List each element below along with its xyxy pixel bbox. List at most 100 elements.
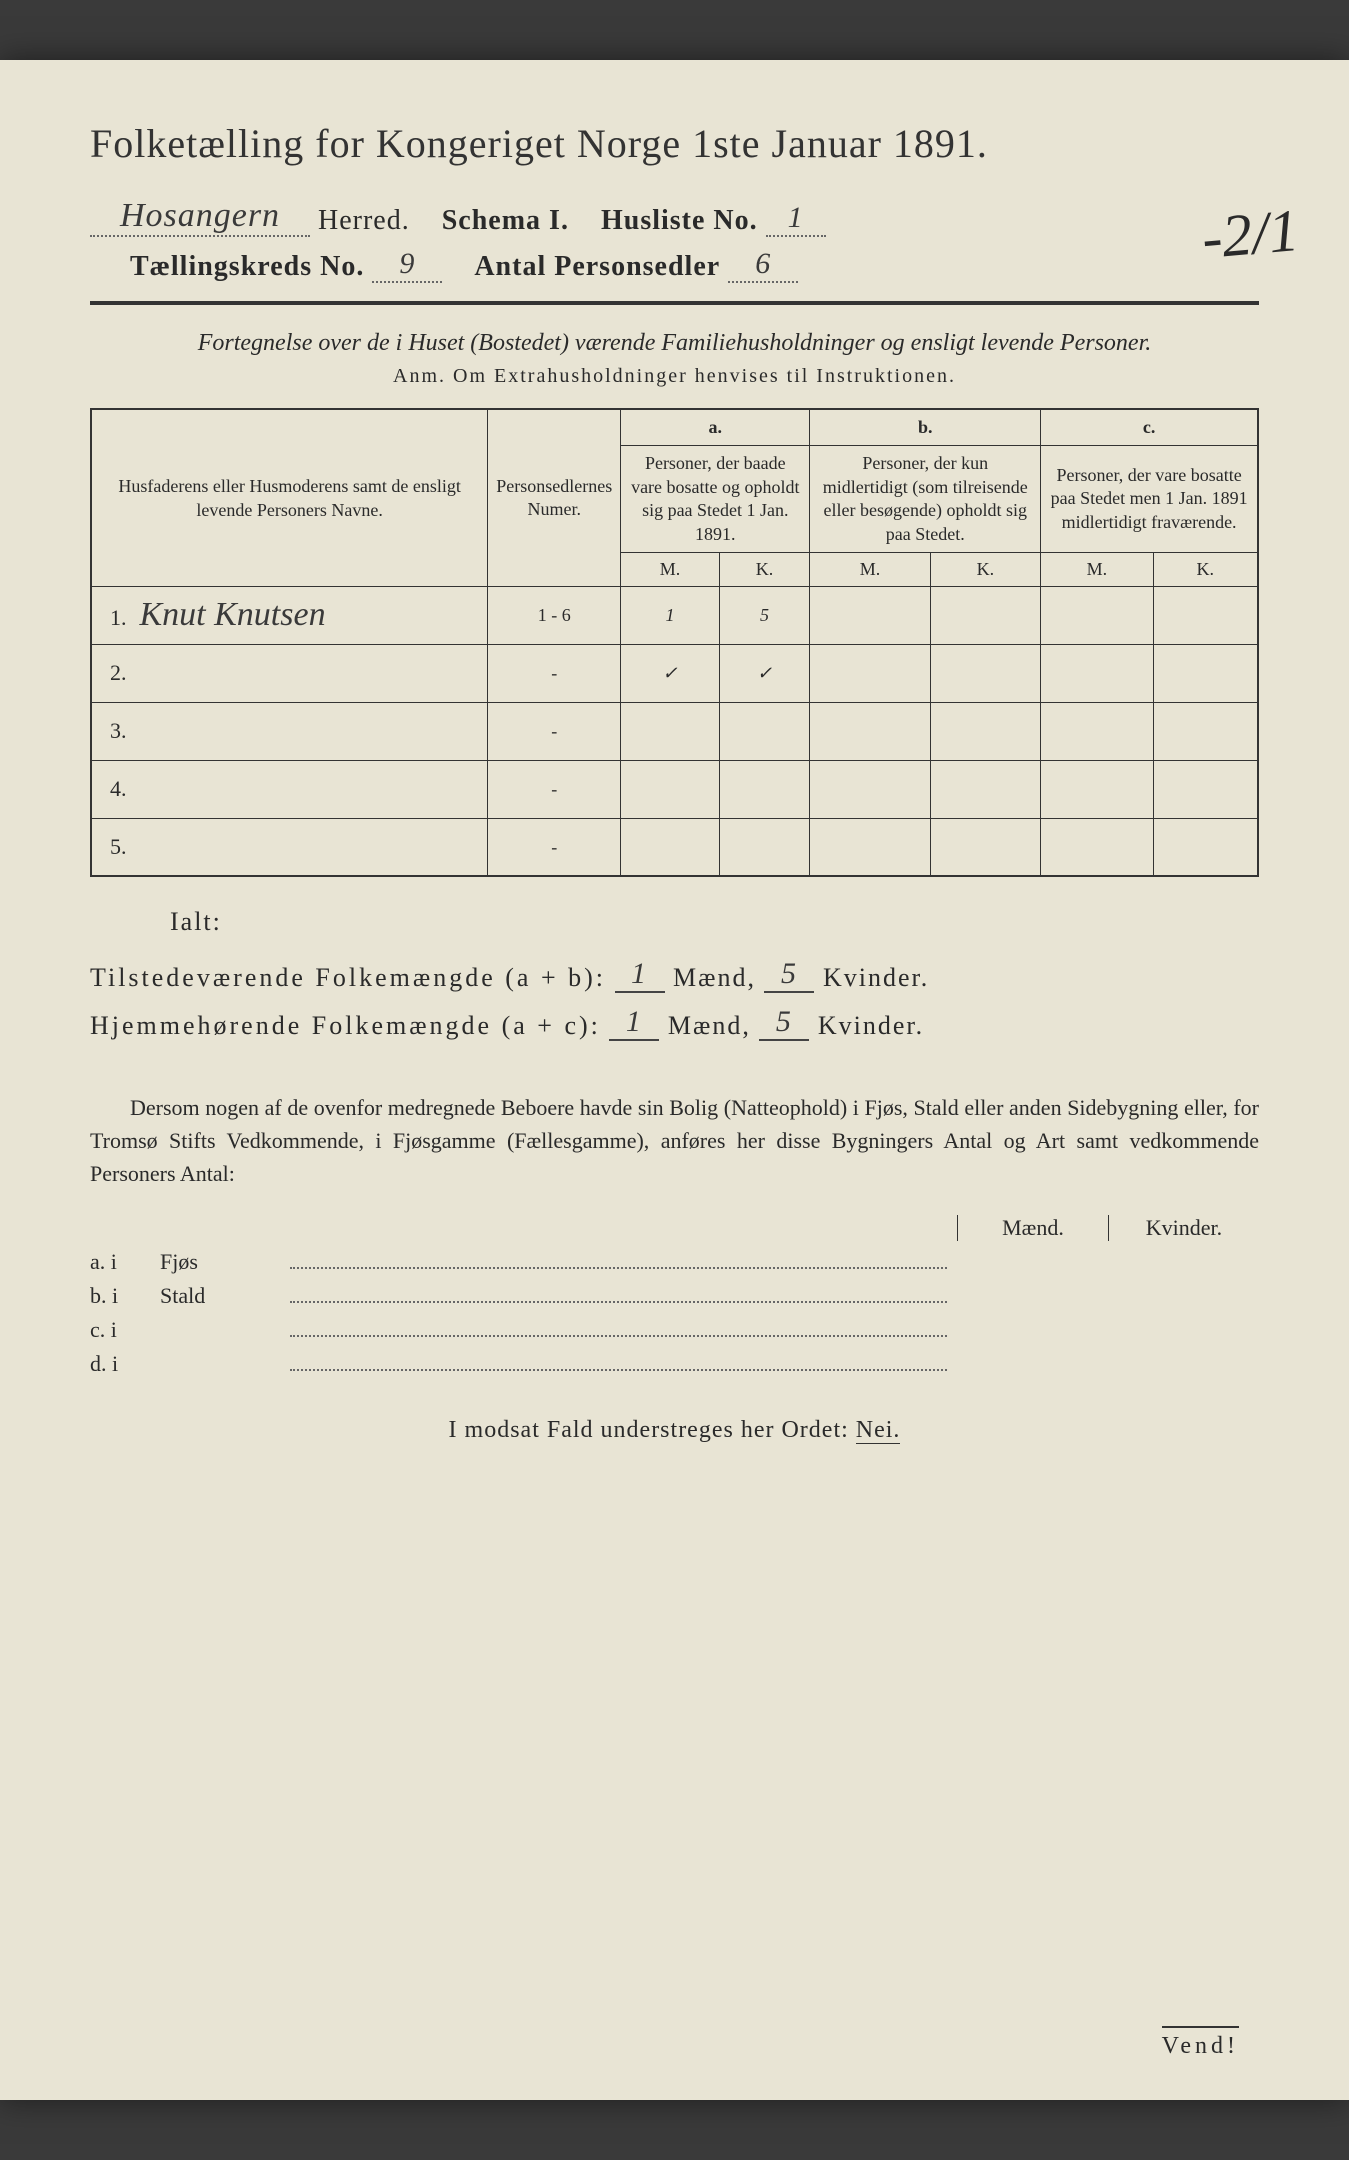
cell-am: ✓ [621, 644, 720, 702]
row-personnum: - [488, 818, 621, 876]
nei-word: Nei. [856, 1417, 901, 1444]
cell-bk [930, 644, 1041, 702]
cell-ak: 5 [719, 586, 810, 644]
summary-line-2: Hjemmehørende Folkemængde (a + c): 1 Mæn… [90, 1005, 1259, 1041]
th-b-label: b. [810, 409, 1041, 446]
th-c: Personer, der vare bosatte paa Stedet me… [1041, 446, 1258, 553]
row-num: 2. [100, 660, 135, 686]
fjos-label: b. i [90, 1283, 160, 1309]
th-a: Personer, der baade vare bosatte og opho… [621, 446, 810, 553]
fjos-head-k: Kvinder. [1108, 1215, 1259, 1241]
table-row: 4. - [91, 760, 1258, 818]
summary-resident-label: Hjemmehørende Folkemængde (a + c): [90, 1011, 601, 1040]
th-a-label: a. [621, 409, 810, 446]
row-num: 1. [100, 605, 135, 631]
fjos-label: d. i [90, 1351, 160, 1377]
fjos-name: Stald [160, 1283, 280, 1309]
cell-am [621, 760, 720, 818]
summary-resident-k: 5 [759, 1005, 809, 1041]
row-name: Knut Knutsen [140, 596, 326, 633]
row-num: 3. [100, 718, 135, 744]
summary-line-1: Tilstedeværende Folkemængde (a + b): 1 M… [90, 957, 1259, 993]
cell-bm [810, 818, 930, 876]
sub-title: Fortegnelse over de i Huset (Bostedet) v… [90, 330, 1259, 357]
fjos-dots [290, 1267, 947, 1269]
cell-ck [1153, 586, 1258, 644]
annotation-note: Anm. Om Extrahusholdninger henvises til … [90, 365, 1259, 388]
row-personnum: - [488, 702, 621, 760]
cell-bm [810, 760, 930, 818]
fjos-row: c. i [90, 1317, 1259, 1343]
fjos-block: Mænd. Kvinder. a. i Fjøs b. i Stald c. i… [90, 1215, 1259, 1377]
bottom-text: I modsat Fald understreges her Ordet: [449, 1417, 849, 1443]
cell-ck [1153, 702, 1258, 760]
summary-present-k: 5 [764, 957, 814, 993]
maend-label: Mænd, [668, 1011, 751, 1040]
th-ck: K. [1153, 552, 1258, 586]
fjos-row: b. i Stald [90, 1283, 1259, 1309]
cell-bk [930, 702, 1041, 760]
cell-ak [719, 702, 810, 760]
fjos-label: a. i [90, 1249, 160, 1275]
summary-present-m: 1 [615, 957, 665, 993]
cell-bk [930, 586, 1041, 644]
table-row: 2. - ✓ ✓ [91, 644, 1258, 702]
kreds-label: Tællingskreds No. [130, 251, 364, 282]
ialt-label: Ialt: [170, 907, 1259, 937]
cell-am [621, 818, 720, 876]
fjos-row: d. i [90, 1351, 1259, 1377]
census-form-page: Folketælling for Kongeriget Norge 1ste J… [0, 60, 1349, 2100]
cell-am: 1 [621, 586, 720, 644]
cell-ak [719, 760, 810, 818]
fjos-dots [290, 1301, 947, 1303]
th-am: M. [621, 552, 720, 586]
bottom-line: I modsat Fald understreges her Ordet: Ne… [90, 1417, 1259, 1444]
th-bm: M. [810, 552, 930, 586]
divider [90, 301, 1259, 305]
summary-present-label: Tilstedeværende Folkemængde (a + b): [90, 963, 606, 992]
fjos-header: Mænd. Kvinder. [90, 1215, 1259, 1241]
fjos-row: a. i Fjøs [90, 1249, 1259, 1275]
fjos-head-m: Mænd. [957, 1215, 1108, 1241]
fjos-name: Fjøs [160, 1249, 280, 1275]
census-table: Husfaderens eller Husmoderens samt de en… [90, 408, 1259, 877]
herred-label: Herred. [318, 205, 410, 236]
summary-resident-m: 1 [609, 1005, 659, 1041]
kreds-value: 9 [372, 247, 442, 283]
table-row: 3. - [91, 702, 1258, 760]
cell-cm [1041, 818, 1153, 876]
antal-label: Antal Personsedler [474, 251, 720, 282]
cell-cm [1041, 760, 1153, 818]
cell-ak [719, 818, 810, 876]
th-num: Personsedlernes Numer. [488, 409, 621, 586]
th-bk: K. [930, 552, 1041, 586]
row-num: 4. [100, 776, 135, 802]
table-row: 5. - [91, 818, 1258, 876]
fjos-dots [290, 1369, 947, 1371]
vend-label: Vend! [1162, 2026, 1239, 2060]
row-num: 5. [100, 834, 135, 860]
row-personnum: - [488, 760, 621, 818]
fjos-paragraph: Dersom nogen af de ovenfor medregnede Be… [90, 1091, 1259, 1190]
cell-ck [1153, 644, 1258, 702]
row-personnum: 1 - 6 [488, 586, 621, 644]
cell-bm [810, 702, 930, 760]
table-row: 1. Knut Knutsen 1 - 6 1 5 [91, 586, 1258, 644]
cell-ck [1153, 760, 1258, 818]
corner-annotation: -2/1 [1200, 196, 1302, 273]
cell-bk [930, 760, 1041, 818]
husliste-value: 1 [766, 201, 826, 237]
cell-cm [1041, 644, 1153, 702]
cell-cm [1041, 702, 1153, 760]
fjos-label: c. i [90, 1317, 160, 1343]
cell-am [621, 702, 720, 760]
summary-block: Ialt: Tilstedeværende Folkemængde (a + b… [90, 907, 1259, 1041]
th-c-label: c. [1041, 409, 1258, 446]
kvinder-label: Kvinder. [823, 963, 929, 992]
th-ak: K. [719, 552, 810, 586]
th-cm: M. [1041, 552, 1153, 586]
cell-bm [810, 644, 930, 702]
cell-ck [1153, 818, 1258, 876]
fjos-dots [290, 1335, 947, 1337]
cell-ak: ✓ [719, 644, 810, 702]
